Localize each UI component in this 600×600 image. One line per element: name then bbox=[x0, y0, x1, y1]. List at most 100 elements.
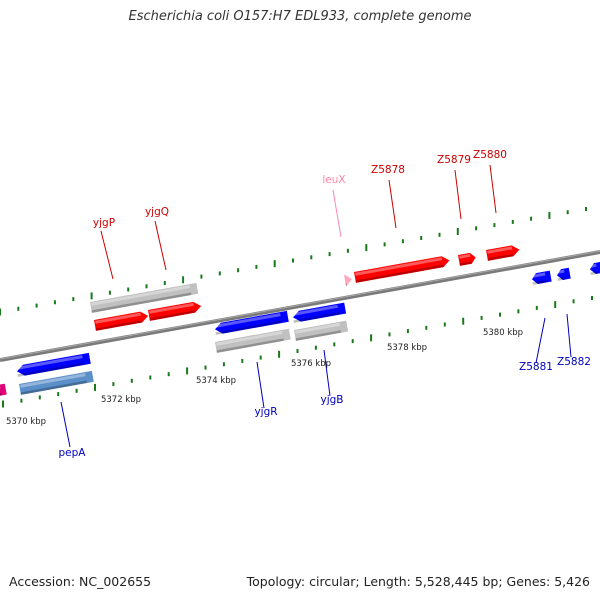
tick-mark bbox=[351, 339, 354, 344]
callout-line bbox=[60, 401, 71, 448]
gene-yjgQ bbox=[148, 301, 202, 321]
callout-line bbox=[489, 164, 497, 214]
tick-mark bbox=[333, 342, 336, 347]
tick-mark bbox=[273, 260, 276, 268]
callout-line bbox=[332, 189, 342, 238]
tick-mark bbox=[0, 308, 1, 316]
tick-mark bbox=[204, 365, 207, 370]
kbp-label: 5372 kbp bbox=[101, 395, 141, 405]
kbp-label: 5374 kbp bbox=[196, 376, 236, 386]
genome-axis bbox=[0, 250, 600, 362]
tick-mark bbox=[130, 378, 133, 383]
kbp-label: 5376 kbp bbox=[291, 359, 331, 369]
gene-label: leuX bbox=[322, 174, 345, 186]
tick-mark bbox=[383, 242, 386, 247]
tick-mark bbox=[365, 244, 368, 252]
gene-pepA bbox=[16, 352, 91, 377]
tick-mark bbox=[218, 271, 221, 276]
gene-label: Z5880 bbox=[473, 149, 507, 161]
tick-mark bbox=[328, 252, 331, 257]
gene-labels: yjgP yjgQ leuX Z5878 Z5879 Z5880 pepA yjgR yjgB Z… bbox=[59, 149, 591, 459]
tick-mark bbox=[585, 207, 587, 211]
genome-axis-highlight bbox=[0, 250, 600, 360]
tick-mark bbox=[53, 300, 56, 305]
map-title: Escherichia coli O157:H7 EDL933, complet… bbox=[128, 9, 472, 24]
tick-mark bbox=[370, 334, 373, 342]
tick-mark bbox=[2, 400, 4, 408]
kbp-label: 5378 kbp bbox=[387, 343, 427, 353]
gene-partial-left bbox=[0, 383, 7, 397]
callout-lines bbox=[60, 164, 572, 448]
tick-mark bbox=[554, 301, 557, 309]
tick-mark bbox=[200, 274, 203, 279]
tick-mark bbox=[388, 332, 391, 337]
tick-mark bbox=[591, 296, 593, 300]
kbp-labels: 5370 kbp 5372 kbp 5374 kbp 5376 kbp 5378 kbp… bbox=[6, 328, 523, 427]
gene-Z5880 bbox=[486, 245, 520, 261]
gene-Z5879 bbox=[458, 252, 476, 266]
tick-mark bbox=[149, 375, 152, 380]
tick-mark bbox=[401, 239, 404, 244]
accession-text: Accession: NC_002655 bbox=[9, 574, 152, 589]
tick-mark bbox=[572, 299, 575, 304]
callout-line bbox=[154, 220, 167, 271]
callout-line bbox=[454, 169, 462, 220]
gene-label: yjgP bbox=[93, 217, 115, 229]
tick-mark bbox=[296, 349, 299, 353]
tick-mark bbox=[535, 305, 538, 310]
callout-line bbox=[388, 179, 397, 229]
kbp-label: 5370 kbp bbox=[6, 417, 46, 427]
gene-label: Z5879 bbox=[437, 154, 471, 166]
tick-mark bbox=[314, 345, 317, 350]
tick-row-upper bbox=[0, 207, 587, 316]
tick-mark bbox=[222, 362, 225, 367]
tick-mark bbox=[72, 297, 75, 302]
gene-features bbox=[0, 245, 600, 397]
callout-line bbox=[256, 361, 265, 409]
gene-Z5878 bbox=[354, 256, 450, 283]
tick-mark bbox=[94, 383, 96, 391]
callout-line bbox=[323, 349, 331, 397]
tick-mark bbox=[38, 395, 41, 400]
tick-mark bbox=[163, 281, 166, 285]
gene-label: pepA bbox=[59, 447, 87, 459]
tick-mark bbox=[75, 388, 78, 393]
tick-mark bbox=[57, 392, 60, 397]
tick-mark bbox=[517, 309, 520, 314]
callout-line bbox=[566, 313, 572, 358]
tick-mark bbox=[456, 228, 459, 235]
tick-mark bbox=[493, 223, 496, 228]
tick-mark bbox=[186, 367, 189, 375]
tick-mark bbox=[108, 290, 111, 295]
tick-mark bbox=[548, 211, 551, 219]
tick-mark bbox=[425, 325, 428, 330]
gene-yjgP bbox=[94, 311, 149, 331]
tick-mark bbox=[237, 268, 240, 273]
gene-yjgR bbox=[214, 310, 289, 335]
tick-mark bbox=[310, 255, 313, 260]
callout-line bbox=[100, 230, 114, 280]
tick-mark bbox=[462, 317, 465, 325]
feature-grey-2 bbox=[215, 328, 291, 353]
tick-mark bbox=[480, 315, 483, 320]
gene-label: yjgB bbox=[321, 394, 344, 406]
gene-leuX bbox=[344, 274, 352, 286]
tick-mark bbox=[438, 232, 441, 237]
feature-grey-1 bbox=[90, 282, 199, 313]
tick-mark bbox=[127, 287, 130, 292]
gene-Z5882 bbox=[556, 267, 571, 281]
tick-mark bbox=[420, 236, 423, 240]
kbp-label: 5380 kbp bbox=[483, 328, 523, 338]
tick-mark bbox=[530, 216, 533, 221]
tick-mark bbox=[566, 210, 569, 215]
tick-mark bbox=[20, 398, 23, 403]
tick-mark bbox=[278, 350, 281, 358]
feature-steelblue bbox=[19, 370, 94, 395]
gene-label: yjgQ bbox=[145, 206, 169, 218]
tick-mark bbox=[259, 355, 262, 360]
gene-label: yjgR bbox=[254, 406, 277, 418]
tick-mark bbox=[35, 303, 38, 308]
gene-label: Z5882 bbox=[557, 356, 591, 368]
gene-Z5881 bbox=[531, 270, 552, 285]
